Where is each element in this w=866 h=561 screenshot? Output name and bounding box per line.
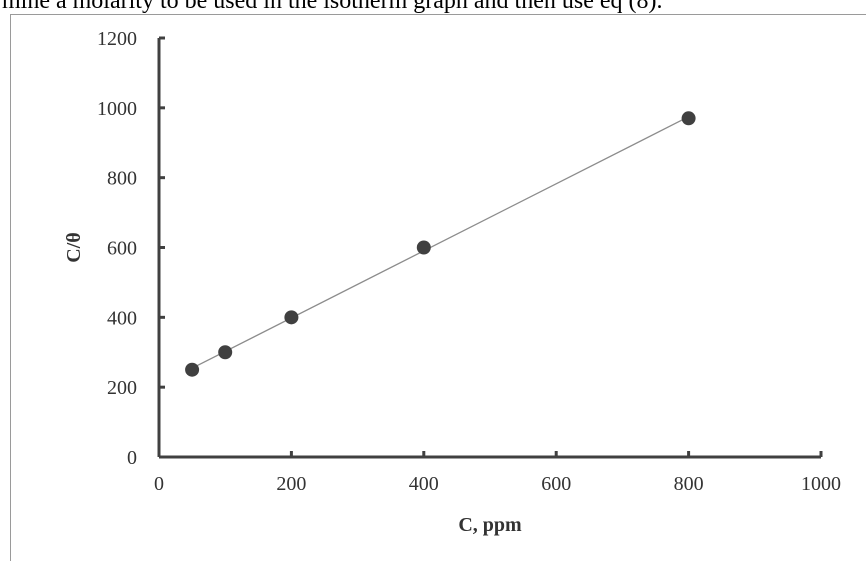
x-tick-label: 800 [674,473,704,495]
y-tick-label: 1200 [97,28,137,50]
data-point [185,362,200,377]
y-tick-label: 0 [127,447,137,469]
x-tick-label: 200 [276,473,306,495]
y-tick-label: 800 [107,168,137,190]
y-tick-label: 1000 [97,98,137,120]
data-points [185,111,696,377]
y-tick-label: 400 [107,307,137,329]
axes [157,36,823,459]
x-axis-title: C, ppm [458,514,522,536]
frame-left-border [10,14,11,561]
frame-top-border [10,14,866,15]
y-tick-label: 200 [107,377,137,399]
data-point [681,111,696,126]
x-tick-labels: 0 200 400 600 800 1000 [154,473,841,495]
y-axis-title: C/θ [63,232,85,262]
y-tick-labels: 0 200 400 600 800 1000 1200 [97,28,137,469]
header-text: mine a molarity to be used in the isothe… [2,0,663,14]
x-tick-label: 0 [154,473,164,495]
trendline-group [191,116,689,369]
trendline [191,116,689,369]
data-point [218,345,233,360]
x-tick-label: 1000 [801,473,841,495]
data-point [284,310,299,325]
x-tick-label: 600 [541,473,571,495]
y-tick-label: 600 [107,238,137,260]
x-tick-label: 400 [409,473,439,495]
data-point [416,240,431,255]
